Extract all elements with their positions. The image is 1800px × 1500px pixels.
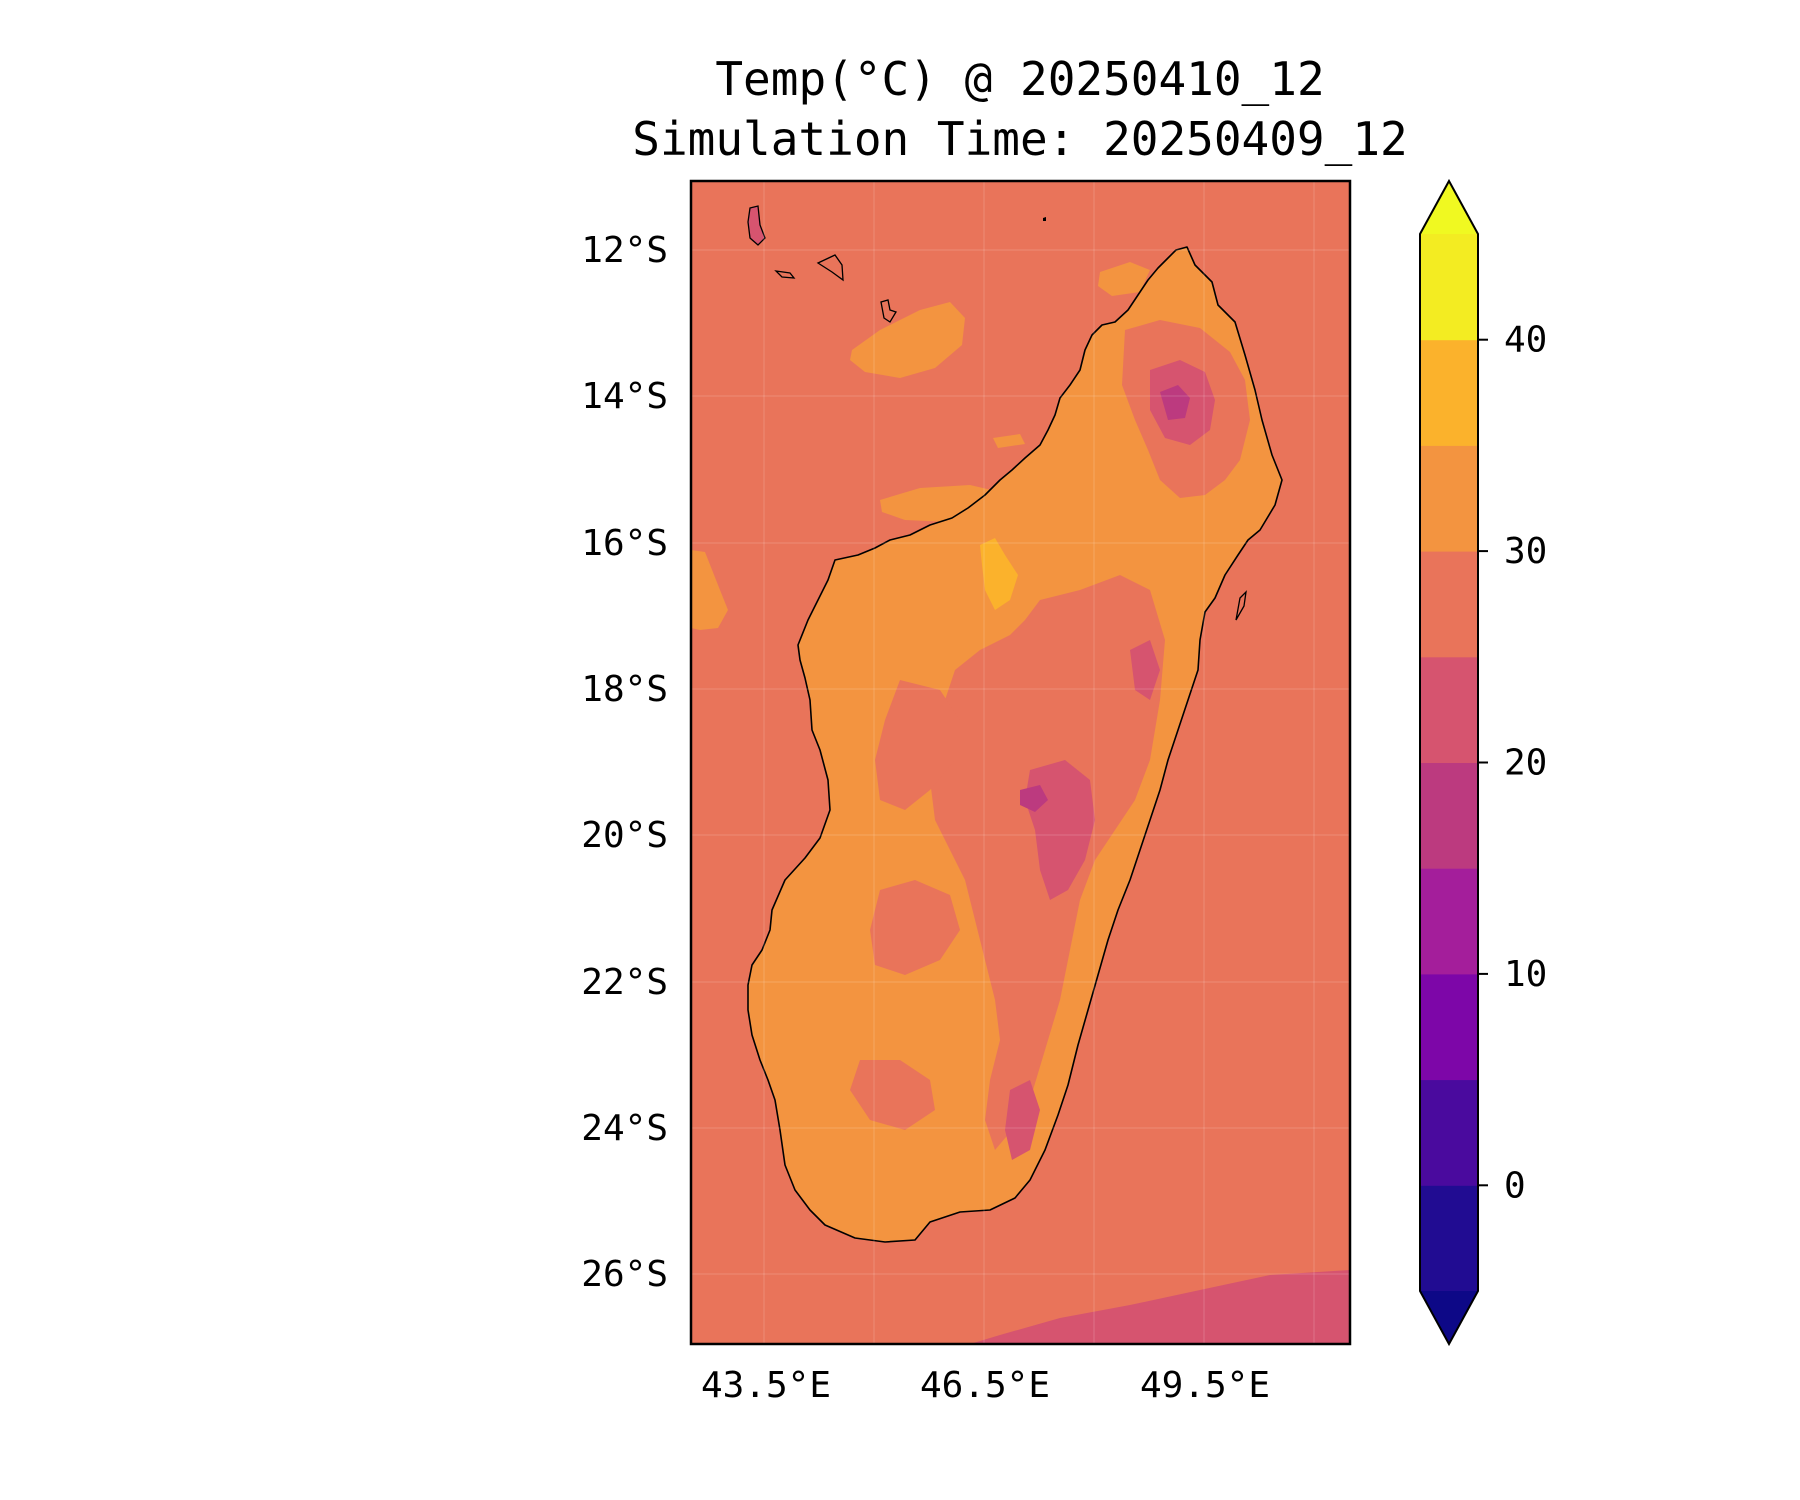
colorbar: 40 30 20 10 0 bbox=[1419, 178, 1547, 1347]
southern-cool-band bbox=[970, 1270, 1350, 1344]
colorbar-band bbox=[1420, 551, 1478, 658]
lat-tick-label: 12°S bbox=[581, 230, 668, 271]
lon-tick-label: 49.5°E bbox=[1140, 1365, 1270, 1406]
colorbar-tick-label: 40 bbox=[1504, 320, 1547, 361]
lon-tick-label: 43.5°E bbox=[701, 1365, 831, 1406]
colorbar-tick-label: 30 bbox=[1504, 531, 1547, 572]
colorbar-over-extend bbox=[1420, 181, 1478, 234]
ocean-warm-patch bbox=[691, 550, 728, 630]
ocean-warm-patch bbox=[993, 434, 1025, 448]
highlands-cool-region bbox=[870, 880, 960, 975]
comoros-island bbox=[774, 270, 796, 279]
colorbar-tick-label: 10 bbox=[1504, 954, 1547, 995]
map-panel bbox=[691, 181, 1350, 1344]
colorbar-band bbox=[1420, 868, 1478, 975]
colorbar-band bbox=[1420, 1079, 1478, 1186]
coastline bbox=[747, 246, 1283, 1243]
colorbar-band bbox=[1420, 1185, 1478, 1292]
map-subtitle: Simulation Time: 20250409_12 bbox=[632, 112, 1407, 166]
ocean-warm-patch bbox=[850, 302, 965, 378]
ocean-warm-patch bbox=[1098, 262, 1150, 296]
cold-spot bbox=[1130, 640, 1160, 700]
lat-tick-label: 18°S bbox=[581, 669, 668, 710]
lat-tick-label: 14°S bbox=[581, 376, 668, 417]
highlands-cool-region bbox=[850, 1060, 935, 1130]
mayotte-island bbox=[880, 299, 897, 323]
colorbar-tick-label: 20 bbox=[1504, 743, 1547, 784]
lon-tick-label: 46.5°E bbox=[920, 1365, 1050, 1406]
colorbar-band bbox=[1420, 339, 1478, 446]
colorbar-tick-label: 0 bbox=[1504, 1165, 1526, 1206]
comoros-island bbox=[816, 254, 844, 282]
colorbar-band bbox=[1420, 656, 1478, 763]
colorbar-under-extend bbox=[1420, 1291, 1478, 1344]
small-islet bbox=[1043, 217, 1046, 221]
highlands-cool-region bbox=[875, 680, 960, 810]
eastern-island bbox=[1235, 590, 1247, 621]
coldest-spot bbox=[1160, 385, 1190, 420]
colorbar-outline bbox=[1419, 178, 1479, 1347]
longitude-axis: 43.5°E 46.5°E 49.5°E bbox=[701, 1365, 1270, 1406]
coldest-spot bbox=[1020, 785, 1048, 812]
colorbar-band bbox=[1420, 234, 1478, 341]
lat-tick-label: 24°S bbox=[581, 1108, 668, 1149]
comoros-island bbox=[747, 205, 766, 246]
lat-tick-label: 22°S bbox=[581, 962, 668, 1003]
map-frame bbox=[689, 179, 1352, 1346]
lat-tick-label: 20°S bbox=[581, 815, 668, 856]
lat-tick-label: 26°S bbox=[581, 1254, 668, 1295]
cold-spot bbox=[1005, 1080, 1040, 1160]
lat-tick-label: 16°S bbox=[581, 523, 668, 564]
gridlines bbox=[691, 181, 1350, 1344]
map-title: Temp(°C) @ 20250410_12 bbox=[715, 52, 1324, 106]
latitude-axis: 12°S 14°S 16°S 18°S 20°S 22°S 24°S 26°S bbox=[581, 230, 668, 1295]
colorbar-band bbox=[1420, 445, 1478, 552]
hot-spot bbox=[980, 538, 1018, 610]
colorbar-band bbox=[1420, 973, 1478, 1081]
colorbar-band bbox=[1420, 762, 1478, 869]
